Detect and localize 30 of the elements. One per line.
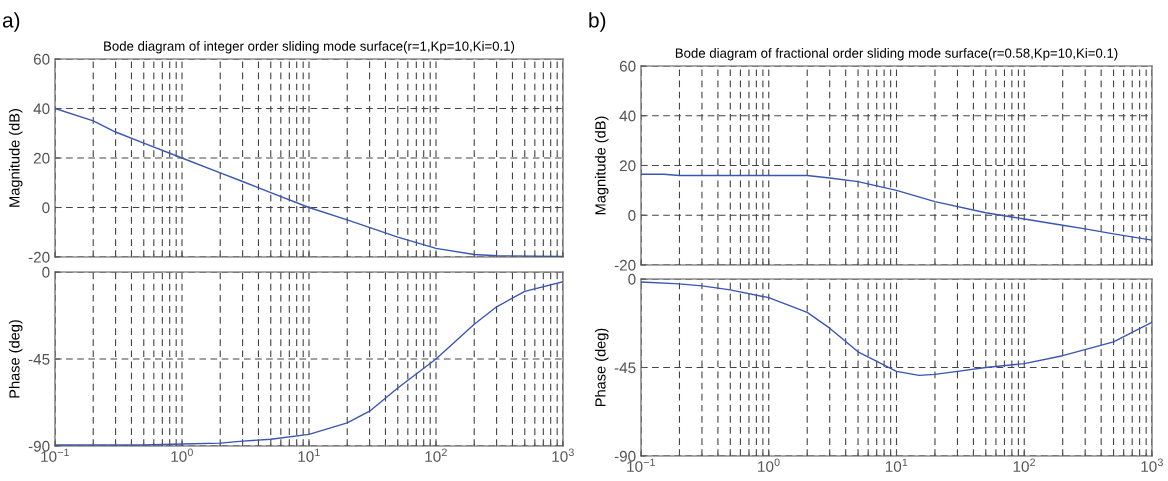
y-axis-title: Phase (deg) [594, 328, 609, 407]
y-tick-label: -45 [614, 362, 636, 374]
y-axis-title: Phase (deg) [8, 320, 23, 398]
x-tick-label: 10$^{2}$ [425, 448, 447, 462]
x-tick-label: 10$^{1}$ [298, 448, 320, 462]
y-tick-label: 0 [42, 202, 50, 214]
x-tick-label: 10$^{0}$ [171, 448, 193, 462]
x-tick-label: 10$^{3}$ [1141, 458, 1163, 472]
text: a) [2, 12, 20, 32]
y-tick-label: 20 [33, 152, 50, 164]
y-tick-label: 0 [42, 266, 50, 278]
y-tick-label: 0 [628, 210, 636, 221]
y-tick-label: 0 [628, 273, 636, 285]
chart-title: Bode diagram of integer order sliding mode surface(r=1,Kp=10,Ki=0.1) [104, 41, 515, 54]
chart-title: Bode diagram of fractional order sliding mode surface(r=0.58,Kp=10,Ki=0.1) [675, 48, 1118, 61]
x-tick-label: 10$^{0}$ [758, 458, 780, 472]
text: b) [589, 12, 606, 32]
y-tick-label: 40 [619, 110, 636, 122]
y-tick-label: -20 [614, 259, 636, 271]
y-axis-title: Magnitude (dB) [8, 109, 23, 207]
x-tick-label: 10$^{2}$ [1013, 458, 1036, 472]
y-tick-label: 60 [33, 53, 50, 65]
y-tick-label: 20 [619, 160, 636, 172]
y-tick-label: -45 [28, 354, 50, 365]
x-tick-label: 10$^{3}$ [552, 448, 574, 462]
y-tick-label: -20 [28, 251, 50, 263]
y-tick-label: 40 [33, 103, 50, 115]
y-tick-label: 60 [619, 60, 636, 72]
x-tick-label: 10$^{1}$ [885, 458, 908, 472]
y-axis-title: Magnitude (dB) [594, 116, 609, 215]
